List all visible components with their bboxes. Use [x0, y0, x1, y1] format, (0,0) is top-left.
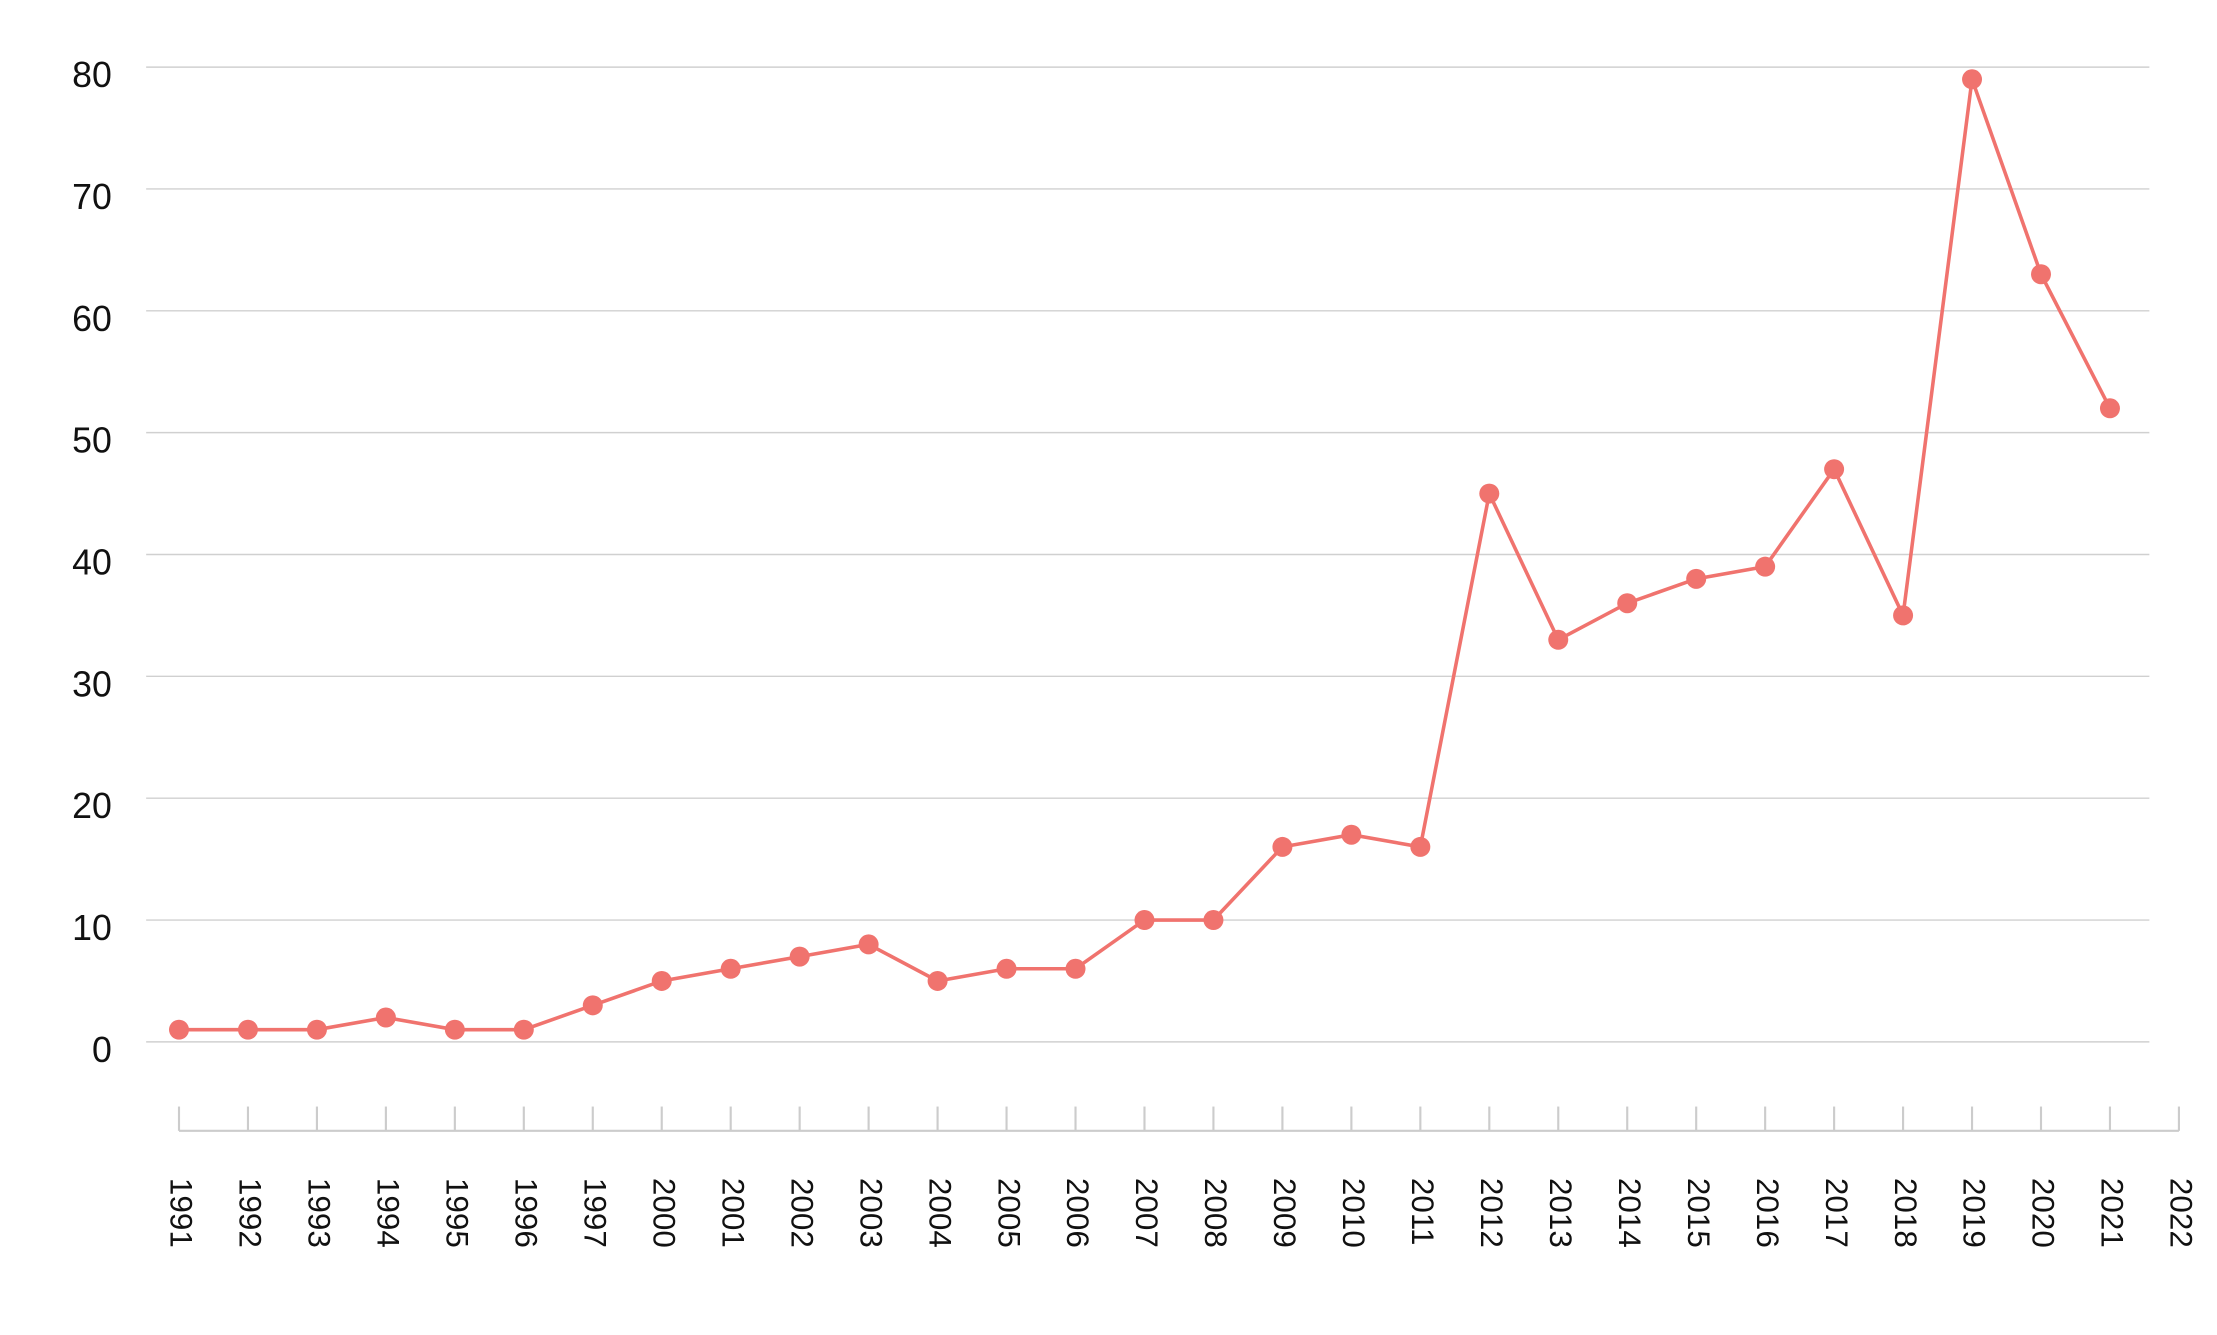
point: [306, 1019, 327, 1040]
y-tick-label: 40: [72, 542, 112, 582]
point: [444, 1019, 465, 1040]
point: [1686, 568, 1707, 589]
point: [2099, 398, 2120, 419]
point: [789, 946, 810, 967]
point: [858, 934, 879, 955]
x-tick-label: 1996: [509, 1178, 544, 1248]
point: [169, 1019, 189, 1040]
y-tick-label: 20: [72, 786, 112, 826]
x-tick-label: 1991: [164, 1178, 199, 1248]
point: [1479, 483, 1500, 504]
point: [1134, 910, 1155, 931]
point: [1893, 605, 1914, 626]
x-tick-label: 1993: [302, 1178, 337, 1248]
x-tick-label: 2007: [1129, 1178, 1164, 1248]
x-tick-label: 1997: [577, 1178, 612, 1248]
point: [375, 1007, 396, 1028]
y-tick-label: 30: [72, 664, 112, 704]
x-tick-label: 2000: [646, 1178, 681, 1248]
x-tick-label: 2019: [1957, 1178, 1992, 1248]
x-tick-label: 2020: [2026, 1178, 2061, 1248]
x-tick-label: 2022: [2164, 1178, 2199, 1248]
point: [1548, 629, 1569, 650]
point: [1824, 459, 1845, 480]
point: [651, 970, 672, 991]
point: [1341, 824, 1362, 845]
point: [1065, 958, 1086, 979]
y-tick-label: 60: [72, 299, 112, 339]
x-tick-label: 2006: [1060, 1178, 1095, 1248]
x-tick-label: 2001: [715, 1178, 750, 1248]
point: [513, 1019, 534, 1040]
point: [1962, 69, 1983, 90]
x-tick-label: 2011: [1405, 1178, 1440, 1246]
point: [2031, 264, 2051, 285]
point: [996, 958, 1017, 979]
x-tick-label: 2018: [1888, 1178, 1923, 1248]
x-tick-label: 2010: [1336, 1178, 1371, 1248]
x-tick-label: 2002: [784, 1178, 819, 1248]
x-tick-label: 2016: [1750, 1178, 1785, 1248]
point: [1755, 556, 1776, 577]
point: [927, 970, 948, 991]
x-tick-label: 2012: [1474, 1178, 1509, 1248]
y-tick-label: 50: [72, 421, 112, 461]
x-tick-label: 2005: [991, 1178, 1026, 1248]
x-tick-label: 2009: [1267, 1178, 1302, 1248]
point: [1410, 836, 1431, 857]
x-tick-label: 2014: [1612, 1178, 1647, 1248]
point: [1617, 593, 1638, 614]
y-tick-label: 10: [72, 908, 112, 948]
point: [1203, 910, 1224, 931]
y-tick-label: 80: [72, 55, 112, 95]
x-tick-label: 1994: [371, 1178, 406, 1248]
x-tick-label: 2013: [1543, 1178, 1578, 1248]
x-tick-label: 2008: [1198, 1178, 1233, 1248]
x-tick-label: 2003: [853, 1178, 888, 1248]
point: [237, 1019, 258, 1040]
x-tick-label: 2015: [1681, 1178, 1716, 1248]
x-tick-label: 2017: [1819, 1178, 1854, 1248]
y-tick-label: 0: [92, 1030, 112, 1070]
x-tick-label: 1995: [440, 1178, 475, 1248]
point: [1272, 836, 1293, 857]
x-tick-label: 2021: [2095, 1178, 2130, 1248]
point: [582, 995, 603, 1016]
x-tick-label: 2004: [922, 1178, 957, 1248]
x-tick-label: 1992: [233, 1178, 268, 1248]
point: [720, 958, 741, 979]
y-tick-label: 70: [72, 177, 112, 217]
